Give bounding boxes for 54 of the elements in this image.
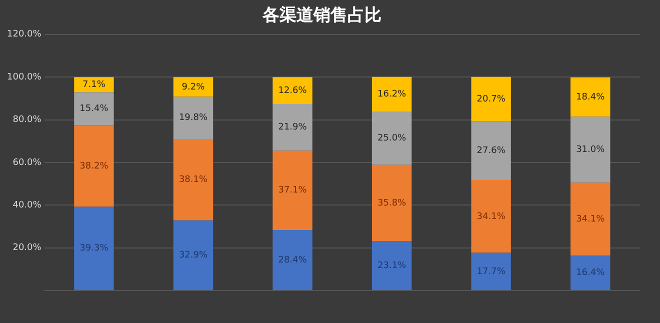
bar: [74, 77, 114, 92]
data-label: 25.0%: [378, 134, 407, 144]
data-label: 15.4%: [80, 104, 109, 114]
y-tick-label: 60.0%: [12, 158, 42, 168]
bar: [173, 220, 214, 290]
bar: [272, 150, 312, 230]
bar: [471, 76, 511, 122]
data-label: 16.2%: [378, 90, 407, 100]
data-label: 38.1%: [178, 175, 208, 186]
y-tick-label: 40.0%: [12, 200, 42, 211]
bar: [471, 121, 511, 180]
bar: [570, 256, 610, 290]
data-label: 31.0%: [576, 145, 606, 156]
data-label: 32.9%: [178, 250, 208, 261]
y-tick-label: 80.0%: [12, 115, 42, 126]
chart-title: 各渠道销售占比: [262, 6, 382, 26]
bar: [173, 96, 214, 140]
bar: [570, 77, 610, 117]
data-label: 7.1%: [82, 80, 106, 90]
bar: [74, 125, 114, 207]
bar: [272, 104, 312, 151]
bar: [272, 230, 312, 290]
bar: [74, 92, 114, 126]
data-label: 23.1%: [378, 261, 407, 272]
data-label: 39.3%: [80, 244, 109, 254]
data-label: 34.1%: [476, 212, 506, 222]
data-label: 19.8%: [178, 113, 208, 124]
bar: [570, 182, 610, 256]
bar: [173, 139, 214, 220]
data-label: 28.4%: [278, 255, 308, 266]
data-label: 34.1%: [576, 214, 606, 225]
y-tick-label: 100.0%: [6, 72, 42, 82]
bar: [272, 77, 312, 104]
bar: [471, 252, 511, 290]
bar: [570, 116, 610, 183]
data-label: 21.9%: [278, 122, 308, 133]
data-label: 27.6%: [476, 146, 506, 156]
bar: [372, 111, 412, 165]
data-label: 35.8%: [378, 198, 407, 208]
data-label: 37.1%: [278, 186, 308, 196]
data-label: 18.4%: [576, 92, 606, 102]
y-tick-label: 20.0%: [12, 243, 42, 254]
data-label: 17.7%: [476, 266, 506, 277]
bar: [372, 241, 412, 290]
bar: [372, 164, 412, 242]
bar: [372, 76, 412, 112]
bar: [74, 206, 114, 290]
data-label: 9.2%: [182, 82, 206, 92]
y-tick-label: 120.0%: [6, 30, 42, 40]
bar: [471, 180, 511, 253]
data-label: 12.6%: [278, 86, 308, 96]
data-label: 38.2%: [80, 161, 109, 172]
data-label: 16.4%: [576, 268, 606, 278]
data-label: 20.7%: [476, 94, 506, 104]
